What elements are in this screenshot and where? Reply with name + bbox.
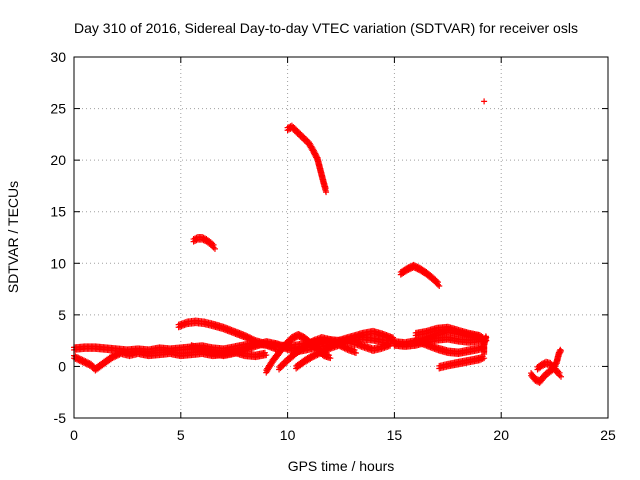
y-tick-label: 15: [50, 204, 66, 220]
x-tick-label: 25: [600, 427, 616, 443]
data-point: [244, 333, 251, 340]
x-tick-label: 0: [70, 427, 78, 443]
data-point: [211, 245, 218, 252]
data-point: [247, 334, 254, 341]
data-point: [251, 336, 258, 343]
y-tick-label: 25: [50, 101, 66, 117]
data-point: [352, 350, 359, 357]
data-point: [558, 373, 565, 380]
data-point: [326, 352, 333, 359]
y-tick-label: -5: [54, 410, 67, 426]
data-point: [313, 153, 320, 160]
x-tick-label: 20: [493, 427, 509, 443]
data-point: [210, 241, 217, 248]
data-point: [248, 335, 255, 342]
y-axis-label: SDTVAR / TECUs: [5, 181, 21, 293]
data-point: [243, 332, 250, 339]
data-point: [481, 98, 488, 105]
data-point: [436, 282, 443, 289]
y-tick-label: 10: [50, 255, 66, 271]
x-tick-labels: 0 5 10 15 20 25: [70, 427, 616, 443]
data-point: [263, 352, 270, 359]
axis-ticks: [73, 56, 609, 419]
data-point: [433, 277, 440, 284]
y-tick-labels: -5 0 5 10 15 20 25 30: [50, 49, 66, 426]
y-tick-label: 20: [50, 152, 66, 168]
x-tick-label: 5: [177, 427, 185, 443]
data-point: [241, 331, 248, 338]
data-points: [71, 98, 565, 386]
data-point: [351, 346, 358, 353]
data-point: [483, 334, 490, 341]
data-point: [323, 189, 330, 196]
y-tick-label: 30: [50, 49, 66, 65]
data-point: [390, 334, 397, 341]
x-tick-label: 15: [387, 427, 403, 443]
y-tick-label: 5: [58, 307, 66, 323]
data-point: [249, 335, 256, 342]
y-tick-label: 0: [58, 358, 66, 374]
plot-frame: [73, 56, 609, 419]
data-point: [327, 355, 334, 362]
data-point: [556, 369, 563, 376]
grid-lines: [74, 57, 608, 418]
chart-title: Day 310 of 2016, Sidereal Day-to-day VTE…: [74, 20, 578, 36]
data-point: [434, 279, 441, 286]
data-point: [558, 347, 565, 354]
data-point: [245, 333, 252, 340]
x-axis-label: GPS time / hours: [288, 458, 395, 474]
data-point: [557, 346, 564, 353]
x-tick-label: 10: [280, 427, 296, 443]
